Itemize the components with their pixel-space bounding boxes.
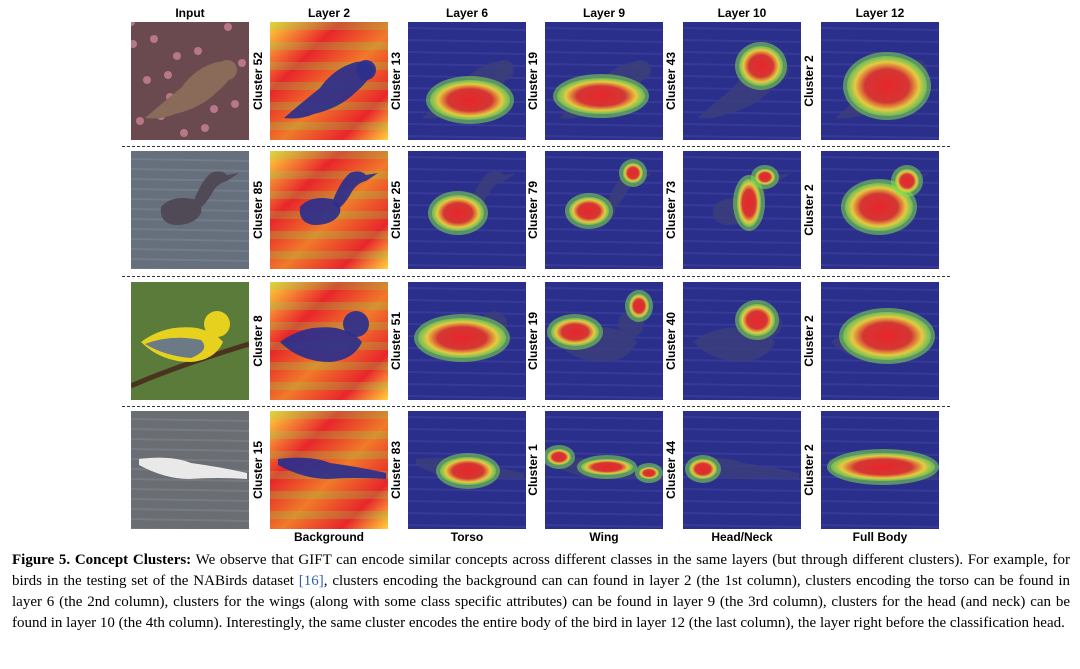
cluster-heatmap [270,282,388,400]
cluster-label: Cluster 83 [389,440,403,500]
column-header: Layer 2 [307,6,351,20]
cluster-label: Cluster 25 [389,180,403,240]
column-header: Layer 12 [855,6,905,20]
cluster-heatmap [545,22,663,140]
cluster-label: Cluster 43 [664,51,678,111]
cluster-label: Cluster 19 [526,311,540,371]
cluster-heatmap [821,22,939,140]
cluster-label: Cluster 19 [526,51,540,111]
column-footer: Wing [589,530,619,544]
input-image-yellow-warbler-on-branch [131,282,249,400]
cluster-label: Cluster 85 [251,180,265,240]
figure-caption: Figure 5. Concept Clusters: We observe t… [12,550,1070,634]
input-image-heron-in-water [131,151,249,269]
column-footer: Torso [450,530,484,544]
cluster-label: Cluster 2 [802,55,816,107]
cluster-heatmap [821,282,939,400]
cluster-heatmap [270,411,388,529]
cluster-label: Cluster 44 [664,440,678,500]
cluster-heatmap [545,151,663,269]
cluster-heatmap [408,22,526,140]
cluster-heatmap [821,151,939,269]
cluster-label: Cluster 73 [664,180,678,240]
cluster-label: Cluster 52 [251,51,265,111]
cluster-heatmap [683,411,801,529]
column-footer: Head/Neck [711,530,773,544]
input-image-gannet-in-flight [131,411,249,529]
caption-title: Concept Clusters: [74,552,192,568]
cluster-label: Cluster 15 [251,440,265,500]
cluster-heatmap [545,282,663,400]
cluster-label: Cluster 13 [389,51,403,111]
cluster-heatmap [408,411,526,529]
input-image-sparrow-on-flowering-branch [131,22,249,140]
caption-label: Figure 5. [12,552,71,568]
caption-text-after: , clusters encoding the background can c… [12,573,1071,631]
cluster-heatmap [545,411,663,529]
cluster-heatmap [270,151,388,269]
row-separator [122,276,950,277]
cluster-heatmap [683,22,801,140]
column-footer: Background [293,530,364,544]
citation-link[interactable]: [16] [298,573,324,589]
caption-text-before: We observe that GIFT can encode similar … [12,552,1071,589]
cluster-heatmap [683,151,801,269]
column-header: Layer 6 [445,6,489,20]
cluster-label: Cluster 1 [526,444,540,496]
row-separator [122,146,950,147]
cluster-heatmap [408,282,526,400]
column-header: Input [175,6,205,20]
cluster-label: Cluster 2 [802,315,816,367]
row-separator [122,406,950,407]
cluster-label: Cluster 2 [802,444,816,496]
cluster-label: Cluster 8 [251,315,265,367]
cluster-heatmap [408,151,526,269]
cluster-heatmap [270,22,388,140]
cluster-label: Cluster 2 [802,184,816,236]
column-header: Layer 10 [717,6,767,20]
column-footer: Full Body [852,530,908,544]
cluster-heatmap [821,411,939,529]
cluster-heatmap [683,282,801,400]
cluster-label: Cluster 51 [389,311,403,371]
figure-grid: Input Layer 2 Layer 6 Layer 9 Layer 10 Layer … [122,6,950,544]
cluster-label: Cluster 79 [526,180,540,240]
cluster-label: Cluster 40 [664,311,678,371]
column-header: Layer 9 [582,6,626,20]
